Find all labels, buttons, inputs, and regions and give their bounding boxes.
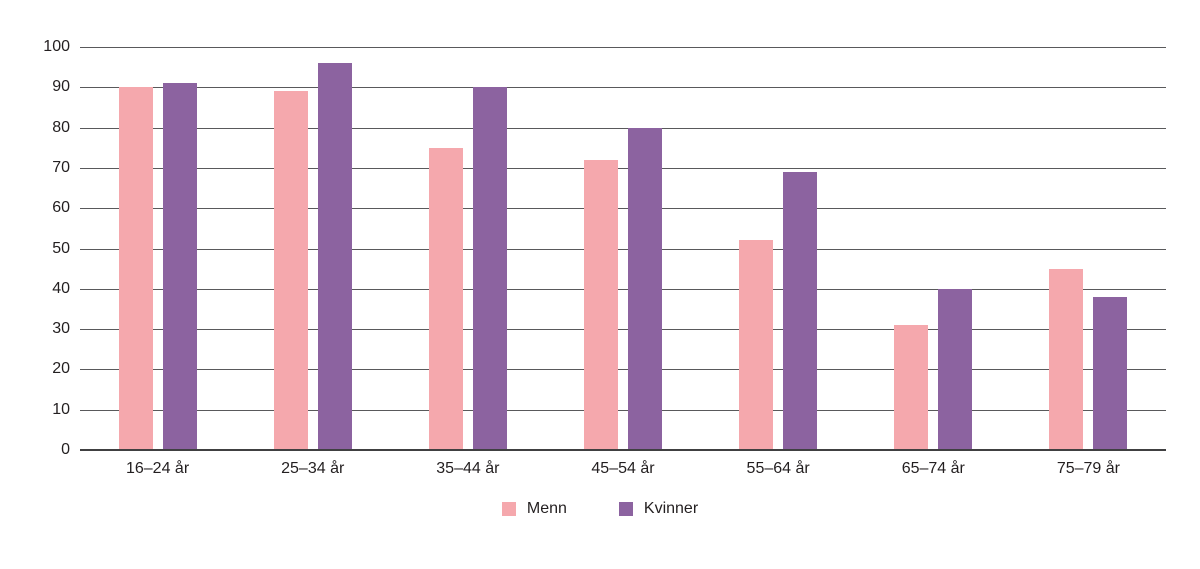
legend-item-kvinner: Kvinner	[618, 500, 699, 518]
legend-label-menn: Menn	[526, 500, 567, 517]
legend-swatch-kvinner	[618, 502, 633, 516]
y-tick-label-70: 70	[52, 158, 70, 176]
bar-kvinner-1	[162, 83, 197, 450]
legend-item-menn: Menn	[501, 500, 567, 518]
bar-kvinner-6	[938, 288, 973, 450]
gridline-50	[80, 248, 1166, 250]
bar-menn-4	[583, 159, 618, 450]
x-label-5: 55–64 år	[746, 460, 810, 477]
y-tick-label-90: 90	[52, 78, 70, 96]
legend: Menn Kvinner	[0, 500, 1200, 518]
legend-swatch-menn	[501, 502, 516, 516]
x-label-7: 75–79 år	[1056, 460, 1120, 477]
bar-group-1	[80, 47, 235, 450]
gridline-40	[80, 288, 1166, 290]
bar-menn-7	[1049, 268, 1084, 450]
y-tick-label-30: 30	[52, 320, 70, 338]
bar-kvinner-7	[1093, 296, 1128, 450]
bar-menn-2	[273, 91, 308, 450]
bar-menn-5	[739, 240, 774, 450]
y-tick-label-0: 0	[61, 441, 70, 458]
bar-kvinner-5	[783, 171, 818, 450]
y-tick-label-10: 10	[52, 400, 70, 418]
bar-group-4	[545, 47, 700, 450]
bar-groups	[80, 47, 1166, 450]
gridline-30	[80, 329, 1166, 331]
y-tick-label-50: 50	[52, 239, 70, 257]
bar-menn-1	[118, 87, 153, 450]
legend-label-kvinner: Kvinner	[643, 500, 699, 517]
y-tick-label-100: 100	[43, 38, 70, 55]
x-label-4: 45–54 år	[591, 460, 655, 477]
bar-group-3	[390, 47, 545, 450]
gridline-20	[80, 369, 1166, 371]
y-tick-label-40: 40	[52, 279, 70, 297]
gridline-100	[80, 47, 1166, 48]
y-tick-label-80: 80	[52, 118, 70, 136]
x-label-2: 25–34 år	[281, 460, 345, 477]
bar-group-6	[856, 47, 1011, 450]
bar-group-2	[235, 47, 390, 450]
x-label-1: 16–24 år	[125, 460, 190, 477]
bar-kvinner-4	[627, 127, 662, 450]
y-tick-label-20: 20	[52, 360, 70, 378]
gridline-60	[80, 208, 1166, 210]
bar-menn-3	[428, 147, 463, 450]
x-label-6: 65–74 år	[901, 460, 965, 477]
bar-group-5	[701, 47, 856, 450]
bar-menn-6	[894, 325, 929, 450]
x-label-3: 35–44 år	[436, 460, 500, 477]
gridline-10	[80, 409, 1166, 411]
y-tick-label-60: 60	[52, 199, 70, 217]
gridline-90	[80, 87, 1166, 89]
bar-kvinner-3	[472, 87, 507, 450]
plot-area	[80, 47, 1166, 451]
x-axis: 16–24 år 25–34 år 35–44 år 45–54 år 55–64 år…	[80, 460, 1166, 478]
bar-kvinner-2	[317, 63, 352, 450]
bar-group-7	[1011, 47, 1166, 450]
gridline-80	[80, 127, 1166, 129]
x-axis-line	[80, 449, 1166, 451]
gridline-70	[80, 167, 1166, 169]
